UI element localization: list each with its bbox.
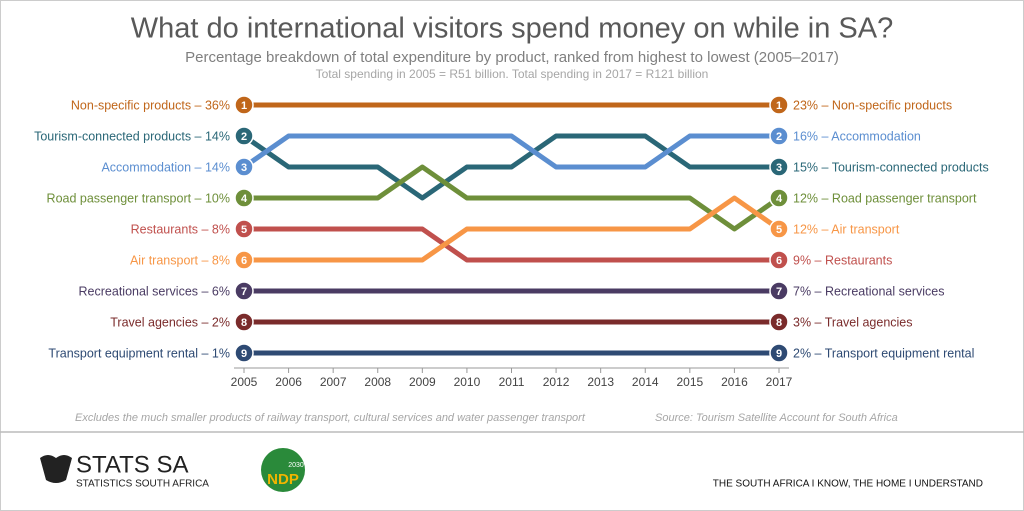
ndp-year: 2030: [288, 462, 304, 469]
rank-marker: [234, 157, 254, 177]
series-label: Tourism-connected products – 14%: [34, 129, 230, 143]
brand: STATS SA: [76, 451, 188, 478]
rank-marker: [769, 250, 789, 270]
rank-marker: [234, 126, 254, 146]
x-tick-label: 2012: [543, 375, 570, 389]
rank-marker: [234, 250, 254, 270]
series-label: 12% – Road passenger transport: [793, 191, 977, 205]
source: Source: Tourism Satellite Account for So…: [655, 412, 898, 424]
rank-label: 5: [241, 224, 247, 236]
series-label: 2% – Transport equipment rental: [793, 346, 974, 360]
series-line: [244, 195, 781, 263]
rank-marker: [769, 188, 789, 208]
series-line: [242, 133, 779, 170]
x-tick-label: 2014: [632, 375, 659, 389]
brand-sub: STATISTICS SOUTH AFRICA: [76, 479, 209, 490]
series-label: Travel agencies – 2%: [110, 315, 230, 329]
rank-marker: [769, 95, 789, 115]
rank-label: 7: [776, 286, 782, 298]
rank-label: 2: [776, 131, 782, 143]
series-label: Road passenger transport – 10%: [47, 191, 230, 205]
rank-label: 8: [776, 317, 782, 329]
rank-marker: [234, 188, 254, 208]
series-line: [242, 133, 779, 201]
stats-logo: STATS SA STATISTICS SOUTH AFRICA: [40, 451, 209, 490]
x-tick-label: 2009: [409, 375, 436, 389]
rank-label: 6: [776, 255, 782, 267]
rank-label: 8: [241, 317, 247, 329]
x-tick-label: 2010: [454, 375, 481, 389]
rank-marker: [234, 281, 254, 301]
x-tick-label: 2015: [676, 375, 703, 389]
rank-label: 9: [241, 348, 247, 360]
ndp-logo: 2030 NDP: [261, 448, 305, 492]
series-label: Recreational services – 6%: [79, 284, 230, 298]
series-label: Transport equipment rental – 1%: [48, 346, 230, 360]
series-label: Accommodation – 14%: [101, 160, 230, 174]
series-line: [244, 226, 779, 263]
series-label: 12% – Air transport: [793, 222, 900, 236]
chart-title: What do international visitors spend mon…: [131, 13, 893, 45]
rank-label: 6: [241, 255, 247, 267]
rank-marker: [234, 95, 254, 115]
rank-label: 2: [241, 131, 247, 143]
ndp: NDP: [267, 471, 299, 488]
series-label: Non-specific products – 36%: [71, 98, 230, 112]
series-label: 7% – Recreational services: [793, 284, 944, 298]
rank-label: 4: [776, 193, 783, 205]
series-label: Air transport – 8%: [130, 253, 230, 267]
rank-marker: [769, 219, 789, 239]
chart-subtitle: Percentage breakdown of total expenditur…: [185, 49, 839, 66]
series-label: 16% – Accommodation: [793, 129, 921, 143]
series-label: 23% – Non-specific products: [793, 98, 952, 112]
rank-label: 1: [241, 100, 247, 112]
note: Excludes the much smaller products of ra…: [75, 412, 586, 424]
rank-label: 3: [776, 162, 782, 174]
x-tick-label: 2013: [587, 375, 614, 389]
rank-label: 5: [776, 224, 782, 236]
rank-marker: [769, 281, 789, 301]
x-tick-label: 2011: [499, 375, 525, 389]
rank-marker: [769, 343, 789, 363]
rank-label: 3: [241, 162, 247, 174]
rank-marker: [769, 312, 789, 332]
rank-marker: [234, 343, 254, 363]
rank-label: 4: [241, 193, 248, 205]
x-tick-label: 2016: [721, 375, 748, 389]
rank-marker: [234, 219, 254, 239]
series-line: [244, 164, 781, 232]
x-tick-label: 2017: [766, 375, 793, 389]
series-label: 3% – Travel agencies: [793, 315, 913, 329]
rank-label: 7: [241, 286, 247, 298]
x-tick-label: 2005: [231, 375, 258, 389]
x-tick-label: 2008: [364, 375, 391, 389]
x-tick-label: 2007: [320, 375, 347, 389]
rank-label: 9: [776, 348, 782, 360]
x-tick-label: 2006: [275, 375, 302, 389]
series-label: 9% – Restaurants: [793, 253, 892, 267]
chart-subtitle2: Total spending in 2005 = R51 billion. To…: [316, 67, 709, 81]
rank-label: 1: [776, 100, 782, 112]
rank-marker: [234, 312, 254, 332]
rank-marker: [769, 126, 789, 146]
slogan: THE SOUTH AFRICA I KNOW, THE HOME I UNDE…: [713, 479, 983, 490]
series-label: Restaurants – 8%: [131, 222, 230, 236]
rank-marker: [769, 157, 789, 177]
series-label: 15% – Tourism-connected products: [793, 160, 989, 174]
